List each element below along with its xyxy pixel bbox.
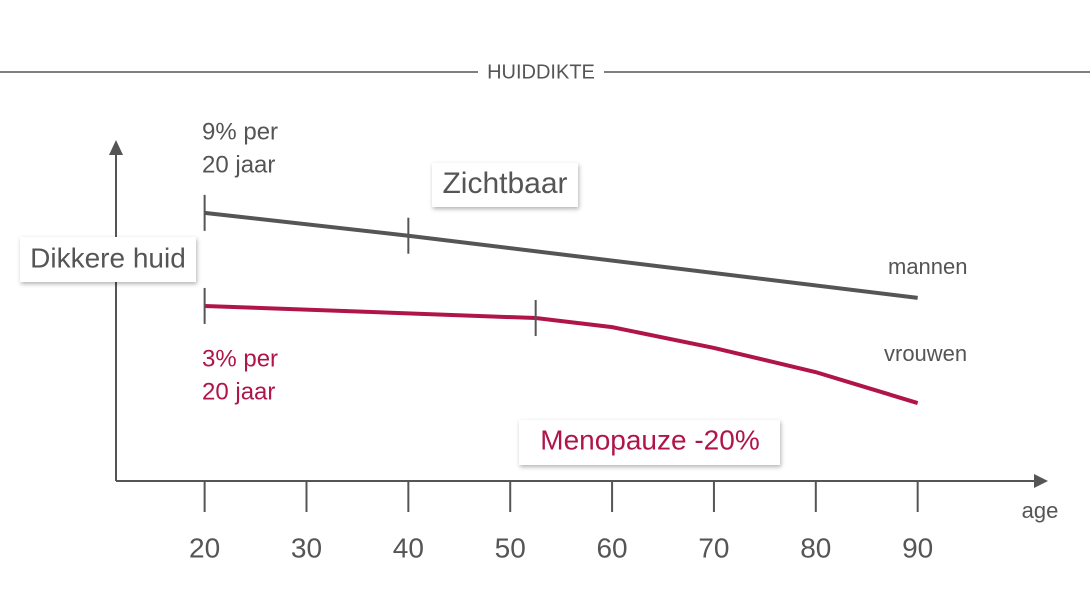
x-tick-label: 40 (393, 532, 424, 563)
annotation: 20 jaar (202, 378, 275, 405)
series-label: mannen (888, 254, 968, 279)
annotation: 20 jaar (202, 151, 275, 178)
x-axis-label: age (1022, 498, 1059, 523)
annotation: 3% per (202, 345, 278, 372)
annotation: Menopauze -20% (540, 424, 759, 455)
line (204, 210, 918, 300)
x-tick-label: 60 (596, 532, 627, 563)
annotation-box (519, 420, 780, 465)
x-tick-label: 80 (800, 532, 831, 563)
x-arrow (1034, 474, 1048, 488)
x-tick-label: 70 (698, 532, 729, 563)
x-tick-label: 50 (495, 532, 526, 563)
y-arrow (109, 140, 123, 155)
y-axis-label: Dikkere huid (30, 242, 186, 273)
annotation: Zichtbaar (442, 167, 567, 200)
chart-title: HUIDDIKTE (487, 61, 595, 83)
annotation-box (432, 163, 578, 207)
label-box (20, 237, 196, 282)
annotation: 9% per (202, 118, 278, 145)
line (204, 303, 919, 405)
x-tick-label: 20 (189, 532, 220, 563)
x-tick-label: 30 (291, 532, 322, 563)
series-label: vrouwen (884, 341, 967, 366)
x-tick-label: 90 (902, 532, 933, 563)
